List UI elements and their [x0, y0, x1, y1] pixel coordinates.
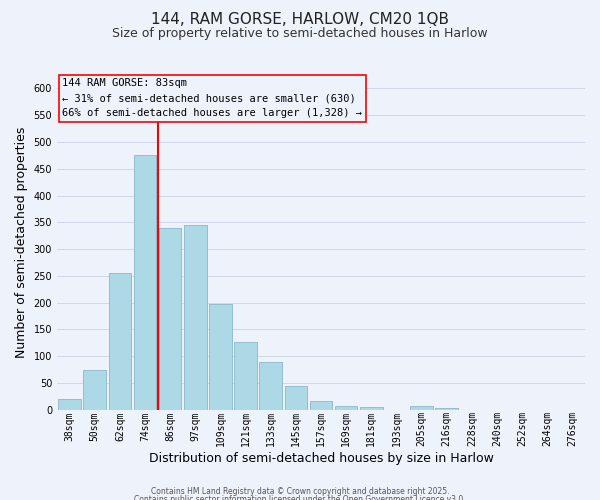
Bar: [284, 386, 307, 410]
Bar: [184, 225, 206, 410]
X-axis label: Distribution of semi-detached houses by size in Harlow: Distribution of semi-detached houses by …: [149, 452, 493, 465]
Bar: [310, 400, 332, 410]
Bar: [109, 273, 131, 410]
Bar: [436, 408, 458, 410]
Bar: [134, 156, 157, 410]
Bar: [410, 406, 433, 410]
Text: 144, RAM GORSE, HARLOW, CM20 1QB: 144, RAM GORSE, HARLOW, CM20 1QB: [151, 12, 449, 28]
Text: Contains HM Land Registry data © Crown copyright and database right 2025.: Contains HM Land Registry data © Crown c…: [151, 488, 449, 496]
Bar: [159, 228, 181, 410]
Bar: [335, 406, 358, 410]
Text: Contains public sector information licensed under the Open Government Licence v3: Contains public sector information licen…: [134, 495, 466, 500]
Bar: [209, 304, 232, 410]
Bar: [259, 362, 282, 410]
Bar: [234, 342, 257, 410]
Bar: [360, 407, 383, 410]
Text: Size of property relative to semi-detached houses in Harlow: Size of property relative to semi-detach…: [112, 28, 488, 40]
Bar: [58, 399, 81, 410]
Text: 144 RAM GORSE: 83sqm
← 31% of semi-detached houses are smaller (630)
66% of semi: 144 RAM GORSE: 83sqm ← 31% of semi-detac…: [62, 78, 362, 118]
Y-axis label: Number of semi-detached properties: Number of semi-detached properties: [15, 126, 28, 358]
Bar: [83, 370, 106, 410]
